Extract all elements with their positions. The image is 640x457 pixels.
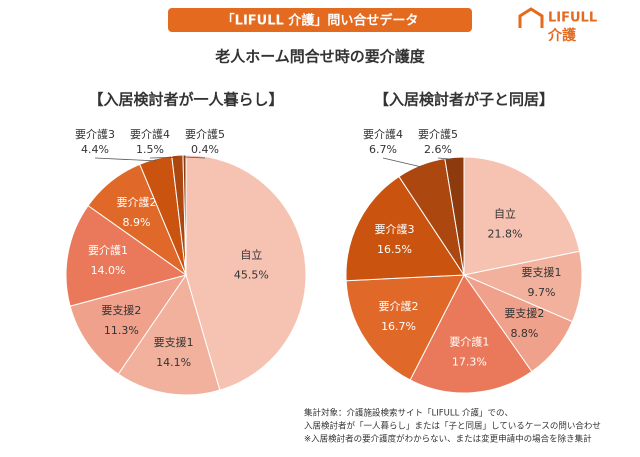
leader-line [149, 156, 178, 159]
badge: 「LIFULL 介護」問い合せデータ [222, 13, 419, 29]
slice [345, 175, 465, 282]
logo-icon [518, 7, 544, 28]
data-label: 14.0% [91, 264, 126, 277]
slice-category: 要介護3 [375, 222, 415, 236]
slice-category: 要介護5 [185, 127, 225, 141]
slice [65, 204, 188, 307]
data-label: 1.5% [136, 143, 164, 156]
slice-category: 要支援2 [101, 303, 141, 317]
logo: LIFULL 介護 [518, 7, 597, 44]
data-label: 14.1% [156, 356, 191, 369]
logo-sub: 介護 [547, 27, 577, 44]
slice-category: 自立 [240, 248, 262, 262]
slice-category: 要介護4 [130, 127, 170, 141]
data-label: 17.3% [452, 356, 487, 369]
data-label: 45.5% [234, 269, 269, 282]
data-label: 16.5% [377, 243, 412, 256]
data-label: 9.7% [527, 286, 555, 299]
data-label: 4.4% [81, 143, 109, 156]
footnote-line: 集計対象：介護施設検索サイト「LIFULL 介護」での、 [304, 408, 513, 419]
leader-line [184, 156, 206, 159]
footnote-line: 入居検討者が「一人暮らし」または「子と同居」しているケースの問い合わせ [304, 421, 601, 432]
slice-category: 要介護4 [363, 127, 403, 141]
chart-title: 【入居検討者が一人暮らし】 [88, 91, 283, 109]
data-label: 21.8% [488, 228, 523, 241]
footnote-line: ※入居検討者の要介護度がわからない、または変更申請中の場合を除き集計 [304, 434, 592, 445]
slice-category: 要介護1 [88, 243, 128, 257]
data-label: 16.7% [381, 320, 416, 333]
data-label: 8.9% [123, 216, 151, 229]
slice [409, 274, 533, 394]
data-label: 6.7% [369, 143, 397, 156]
slice-category: 要支援1 [521, 265, 561, 279]
leader-line [382, 157, 422, 168]
slice [117, 273, 221, 396]
slice [69, 274, 188, 375]
logo-text: LIFULL [548, 11, 597, 26]
slice-category: 要介護2 [379, 299, 419, 313]
slice-category: 自立 [494, 207, 516, 221]
slice-category: 要介護5 [418, 127, 458, 141]
leader-line [437, 157, 455, 160]
slice-category: 要介護1 [449, 335, 489, 349]
slice-category: 要介護3 [75, 127, 115, 141]
slice [463, 156, 581, 276]
slice [185, 154, 307, 391]
footnote: 集計対象：介護施設検索サイト「LIFULL 介護」での、入居検討者が「一人暮らし… [304, 408, 601, 445]
data-label: 0.4% [191, 143, 219, 156]
slice [182, 154, 187, 276]
slice [345, 274, 465, 381]
badge-bg [168, 8, 472, 32]
data-label: 2.6% [424, 143, 452, 156]
data-label: 8.8% [510, 327, 538, 340]
main-title: 老人ホーム問合せ時の要介護度 [214, 48, 426, 66]
slice-category: 要支援1 [154, 335, 194, 349]
slice-category: 要支援2 [504, 306, 544, 320]
chart-title: 【入居検討者が子と同居】 [374, 91, 554, 109]
leader-line [94, 157, 156, 162]
slice-category: 要介護2 [117, 195, 157, 209]
data-label: 11.3% [104, 324, 139, 337]
